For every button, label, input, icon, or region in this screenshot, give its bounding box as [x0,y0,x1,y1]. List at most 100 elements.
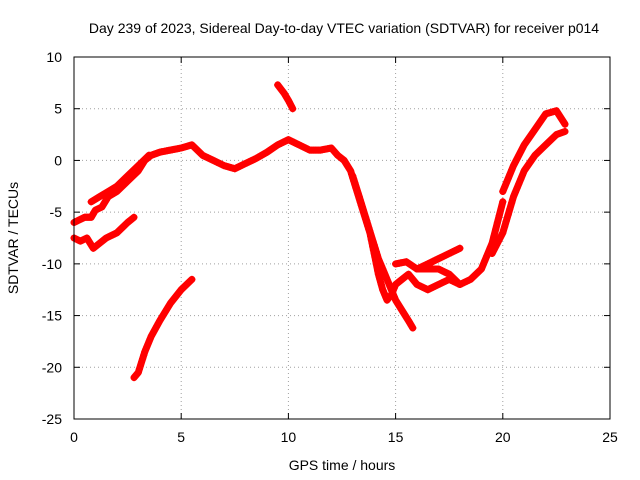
data-point [368,234,376,242]
plot-frame [73,56,611,420]
y-tick-label: 0 [54,152,62,168]
chart-title: Day 239 of 2023, Sidereal Day-to-day VTE… [89,20,599,36]
data-point [289,105,297,113]
y-tick-label: -25 [42,411,62,427]
data-point [493,219,501,226]
data-point [130,213,138,221]
data-point [513,184,521,192]
data-series-track-i [488,128,569,257]
data-point [369,237,377,245]
y-tick-label: -15 [42,308,62,324]
data-point [483,252,491,260]
x-tick-label: 25 [602,429,618,445]
x-tick-label: 15 [388,429,404,445]
y-tick-label: 10 [46,49,62,65]
data-point [357,200,365,207]
data-point [365,224,373,232]
data-point [353,186,361,194]
data-point [408,323,416,331]
data-series-track-f [349,172,417,332]
data-point [370,241,378,249]
data-point [129,214,137,222]
data-point [477,265,485,273]
series-line [130,275,196,382]
data-series-track-e [274,81,297,113]
data-point [479,261,487,269]
data-point [373,251,381,259]
data-point [134,369,142,376]
data-point [350,175,358,183]
data-point [409,324,417,332]
x-tick-label: 0 [70,429,78,445]
series-line [499,107,569,195]
data-point [366,227,374,235]
data-point [363,217,371,225]
data-point [499,229,507,237]
data-point [145,151,153,159]
grid [74,57,610,419]
data-point [501,183,509,191]
data-point [515,180,523,188]
series-line [349,172,417,332]
y-tick-label: -10 [42,256,62,272]
data-point [495,212,503,220]
data-point [502,179,510,187]
data-point [356,196,364,204]
data-point [362,213,370,221]
y-tick-label: 5 [54,101,62,117]
data-point [519,171,526,179]
data-series-track-d [87,151,153,206]
data-point [188,275,196,283]
data-point [371,244,379,252]
data-point [508,166,516,174]
data-point [361,210,368,218]
data-point [506,205,514,213]
data-point [351,179,359,187]
data-point [499,198,507,206]
data-point [135,365,143,373]
data-series-track-c [130,275,196,382]
data-point [510,193,517,201]
data-point [140,351,148,359]
data-point [561,120,569,128]
y-tick-label: -5 [50,204,63,220]
y-tick-label: -20 [42,359,62,375]
data-point [367,231,375,239]
x-tick-label: 5 [177,429,185,445]
x-tick-label: 10 [281,429,297,445]
data-point [481,256,489,264]
x-axis-label: GPS time / hours [289,457,396,473]
data-point [372,248,380,256]
data-point [139,355,147,363]
data-point [355,193,363,201]
data-point [352,182,360,190]
data-point [499,188,507,195]
data-point [354,189,362,197]
data-series-group [70,81,569,382]
data-point [358,203,366,211]
data-series-track-b [70,213,138,252]
data-point [508,199,516,207]
data-point [492,225,500,233]
data-point [456,244,464,252]
data-point [359,206,367,214]
data-point [490,232,498,240]
data-point [502,217,510,225]
data-point [497,205,505,213]
data-point [504,175,512,182]
data-point [504,211,512,219]
data-point [138,358,145,366]
data-point [349,172,357,180]
x-tick-label: 20 [495,429,511,445]
data-point [137,362,144,370]
data-point [501,223,509,231]
data-series-track-j [499,107,569,195]
data-point [511,188,519,196]
data-point [506,170,514,178]
data-series-track-h [413,198,507,288]
data-point [561,128,569,135]
y-axis-label: SDTVAR / TECUs [5,182,21,294]
axis-ticks: 0 5 10 15 20 25 -25 -20 -15 -10 -5 0 5 10 [42,49,618,445]
